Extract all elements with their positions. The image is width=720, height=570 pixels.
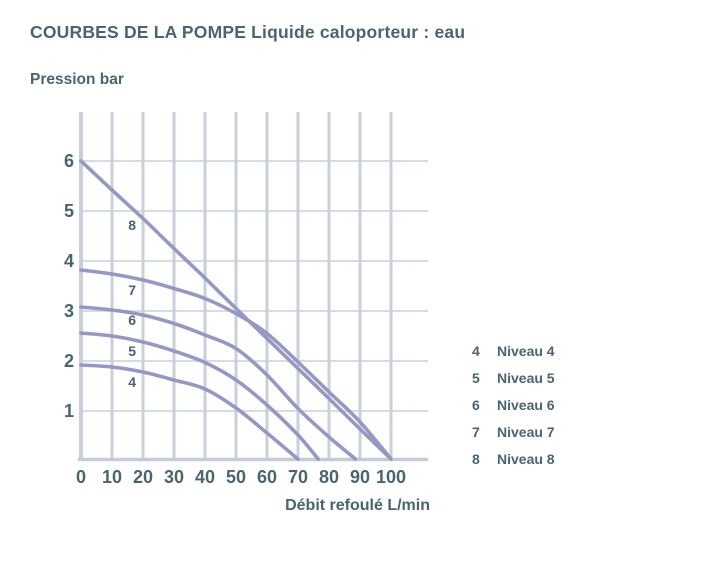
- legend-item: 5 Niveau 5: [472, 364, 555, 391]
- legend-item: 4 Niveau 4: [472, 337, 555, 364]
- legend-item: 8 Niveau 8: [472, 445, 555, 472]
- x-tick-label: 30: [163, 467, 185, 487]
- curve-niveau-7: [79, 268, 393, 461]
- curve-number-label: 5: [128, 343, 137, 359]
- page-title-sub: Liquide caloporteur : eau: [251, 22, 466, 42]
- x-tick-label: 80: [318, 467, 340, 487]
- legend: 4 Niveau 4 5 Niveau 5 6 Niveau 6 7 Niveau 7 8 Niv…: [472, 337, 555, 472]
- legend-item: 7 Niveau 7: [472, 418, 555, 445]
- x-axis-label: Débit refoulé L/min: [285, 497, 430, 514]
- legend-item-label: Niveau 4: [497, 342, 555, 359]
- legend-item-label: Niveau 5: [497, 369, 555, 386]
- legend-item-label: Niveau 7: [497, 423, 555, 440]
- page-title-main: COURBES DE LA POMPE: [30, 22, 247, 42]
- x-tick-label: 0: [75, 467, 86, 487]
- legend-item-label: Niveau 6: [497, 396, 555, 413]
- curve-number-label: 8: [128, 217, 137, 233]
- y-tick-label: 2: [63, 351, 74, 371]
- y-tick-label: 6: [63, 151, 74, 171]
- y-axis-label: Pression bar: [30, 71, 124, 88]
- legend-item-key: 4: [472, 342, 480, 359]
- legend-item-key: 8: [472, 450, 480, 467]
- x-tick-label: 90: [349, 467, 371, 487]
- y-tick-label: 1: [63, 401, 74, 421]
- curve-niveau-6: [79, 305, 358, 461]
- curve-number-label: 6: [128, 312, 137, 328]
- y-tick-label: 4: [63, 251, 74, 271]
- legend-item-key: 7: [472, 423, 480, 440]
- legend-item-key: 5: [472, 369, 480, 386]
- curve-number-label: 7: [128, 282, 137, 298]
- x-tick-label: 40: [194, 467, 216, 487]
- curve-niveau-4: [79, 363, 300, 461]
- legend-item-key: 6: [472, 396, 480, 413]
- y-tick-label: 3: [63, 301, 74, 321]
- x-tick-label: 100: [375, 467, 407, 487]
- x-tick-label: 50: [225, 467, 247, 487]
- page-title: COURBES DE LA POMPE Liquide caloporteur …: [30, 22, 465, 43]
- curve-niveau-8: [79, 159, 393, 461]
- legend-item: 6 Niveau 6: [472, 391, 555, 418]
- x-tick-label: 10: [101, 467, 123, 487]
- curve-niveau-5: [79, 331, 320, 461]
- x-tick-label: 70: [287, 467, 309, 487]
- x-tick-label: 20: [132, 467, 154, 487]
- legend-item-label: Niveau 8: [497, 450, 555, 467]
- curve-number-label: 4: [128, 374, 137, 390]
- x-tick-label: 60: [256, 467, 278, 487]
- y-tick-label: 5: [63, 201, 74, 221]
